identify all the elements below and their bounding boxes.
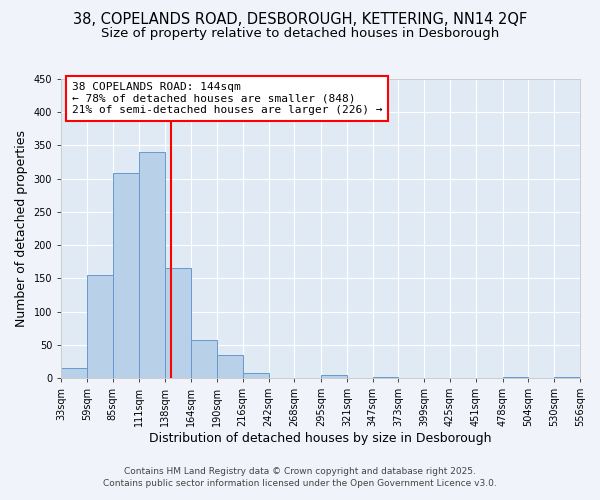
Bar	[243, 372, 269, 378]
Text: 38, COPELANDS ROAD, DESBOROUGH, KETTERING, NN14 2QF: 38, COPELANDS ROAD, DESBOROUGH, KETTERIN…	[73, 12, 527, 28]
Bar	[503, 376, 529, 378]
Text: Size of property relative to detached houses in Desborough: Size of property relative to detached ho…	[101, 28, 499, 40]
Text: 38 COPELANDS ROAD: 144sqm
← 78% of detached houses are smaller (848)
21% of semi: 38 COPELANDS ROAD: 144sqm ← 78% of detac…	[71, 82, 382, 115]
Bar	[139, 152, 166, 378]
Bar	[191, 340, 217, 378]
Y-axis label: Number of detached properties: Number of detached properties	[15, 130, 28, 327]
Bar	[113, 174, 139, 378]
Bar	[217, 355, 243, 378]
Bar	[373, 376, 398, 378]
Bar	[554, 376, 580, 378]
Bar	[61, 368, 87, 378]
Text: Contains HM Land Registry data © Crown copyright and database right 2025.
Contai: Contains HM Land Registry data © Crown c…	[103, 466, 497, 487]
Bar	[166, 268, 191, 378]
Bar	[321, 374, 347, 378]
X-axis label: Distribution of detached houses by size in Desborough: Distribution of detached houses by size …	[149, 432, 492, 445]
Bar	[87, 275, 113, 378]
